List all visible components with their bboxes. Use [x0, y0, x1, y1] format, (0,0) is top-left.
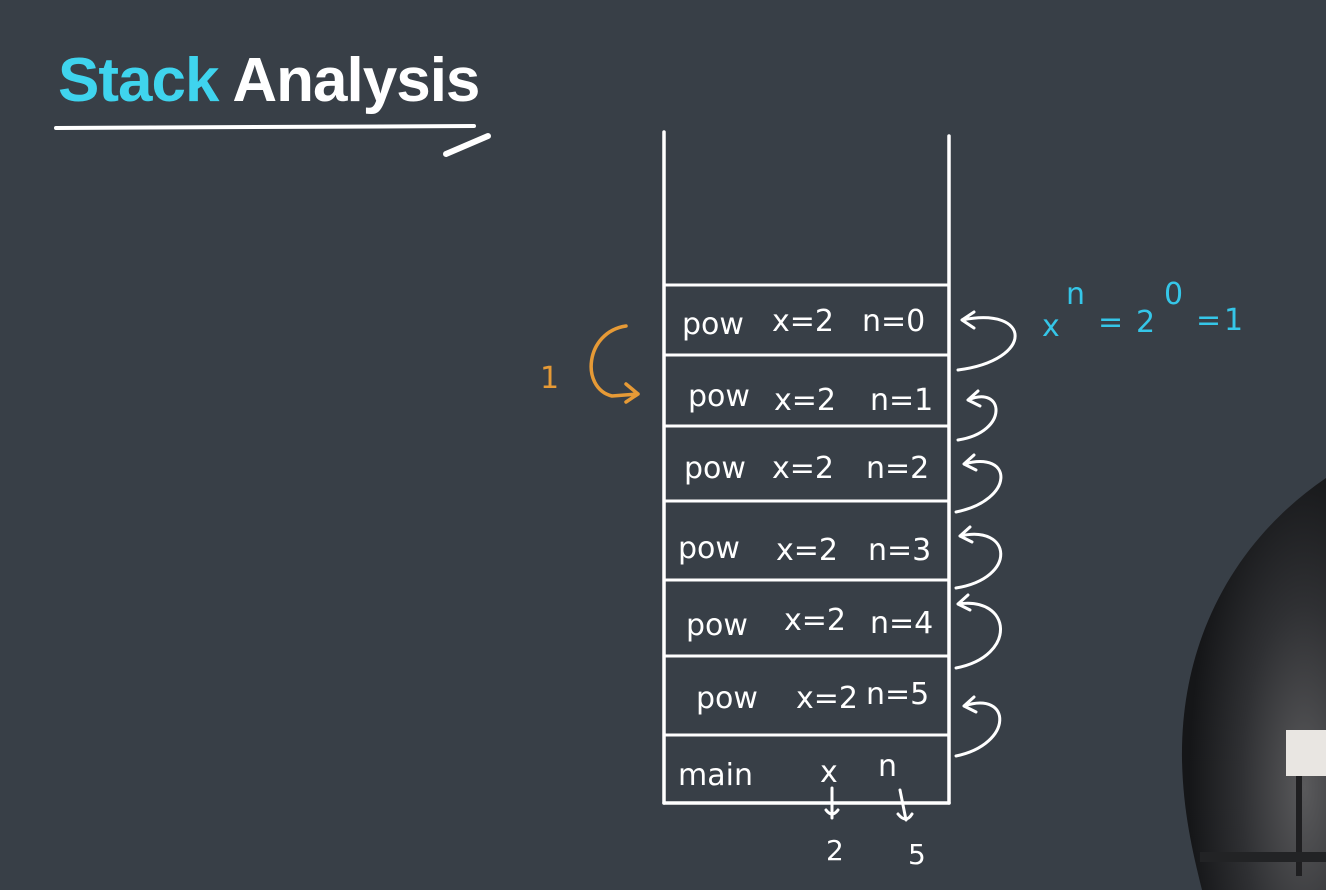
frame-function: pow: [686, 608, 748, 643]
return-value-note: 1: [540, 324, 640, 404]
frame-function: pow: [688, 379, 750, 414]
return-arrows: [954, 310, 1017, 758]
frame-x: x=2: [774, 383, 836, 418]
stack-frame: pow x=2 n=3: [678, 531, 931, 568]
frame-x: x=2: [776, 533, 838, 568]
frame-n: n=2: [866, 451, 929, 486]
return-arrow-icon: [954, 525, 1003, 590]
frame-function: pow: [696, 681, 758, 716]
frame-dividers: [664, 283, 949, 737]
frame-x: x=2: [796, 681, 858, 716]
return-arrow-icon: [954, 593, 1002, 670]
frame-n: n=0: [862, 304, 925, 339]
frame-function: pow: [682, 307, 744, 342]
frame-x: x=2: [772, 451, 834, 486]
stack-frame: pow x=2 n=4: [686, 603, 933, 643]
stack-frame: pow x=2 n=0: [682, 304, 925, 342]
main-n-value: 5: [908, 838, 926, 871]
frame-n: n=4: [870, 606, 933, 641]
main-n-label: n: [878, 749, 897, 784]
main-arguments: [824, 786, 914, 822]
main-function: main: [678, 758, 753, 793]
frame-x: x=2: [772, 304, 834, 339]
formula-val-base: 2: [1136, 305, 1155, 340]
return-arrow-icon: [954, 695, 1002, 758]
main-frame: main x n: [678, 749, 897, 793]
title-underline: [54, 124, 476, 130]
frame-function: pow: [684, 451, 746, 486]
formula-eq2: =: [1196, 303, 1221, 338]
return-value: 1: [540, 361, 559, 396]
stack-frame: pow x=2 n=1: [688, 379, 933, 418]
formula-eq1: =: [1098, 305, 1123, 340]
main-x-value: 2: [826, 834, 844, 867]
return-arrow-icon: [956, 389, 998, 442]
stack-frame: pow x=2 n=5: [696, 677, 929, 716]
frame-n: n=1: [870, 383, 933, 418]
formula-result: 1: [1224, 303, 1243, 338]
formula-base: x: [1042, 309, 1060, 344]
page-title: Stack Analysis: [58, 50, 480, 112]
frame-n: n=5: [866, 677, 929, 712]
formula-exp: n: [1066, 277, 1085, 312]
chalk-mark: [443, 133, 491, 157]
frame-x: x=2: [784, 603, 846, 638]
webcam-overlay: [1181, 478, 1326, 890]
main-x-label: x: [820, 755, 838, 790]
frame-n: n=3: [868, 533, 931, 568]
return-note-arrow-icon: [589, 324, 640, 404]
title-accent: Stack: [58, 46, 219, 115]
return-arrow-icon: [956, 310, 1017, 372]
frame-function: pow: [678, 531, 740, 566]
formula-val-exp: 0: [1164, 277, 1183, 312]
return-arrow-icon: [954, 453, 1003, 514]
lamp-icon: [1286, 730, 1326, 776]
title-main: Analysis: [232, 46, 480, 115]
stack-frame: pow x=2 n=2: [684, 451, 929, 486]
base-case-formula: x n = 2 0 = 1: [1042, 277, 1243, 344]
